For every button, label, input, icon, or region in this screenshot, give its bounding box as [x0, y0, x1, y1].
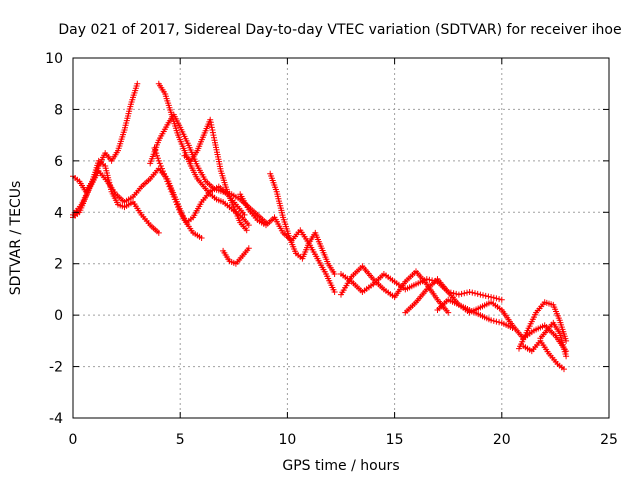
- data-point-marker: [474, 290, 481, 297]
- data-point-marker: [563, 337, 570, 344]
- series-arc-8: [220, 245, 252, 267]
- data-point-marker: [480, 292, 486, 299]
- y-tick-label: 4: [54, 205, 63, 221]
- series-arc-14: [434, 296, 570, 355]
- data-point-marker: [490, 294, 497, 301]
- data-point-marker: [445, 309, 452, 316]
- y-tick-label: 8: [54, 102, 63, 118]
- data-point-marker: [496, 296, 503, 303]
- series-arc-13: [402, 276, 516, 331]
- series-arc-15: [516, 299, 570, 352]
- data-point-marker: [466, 289, 473, 295]
- data-point-marker: [563, 353, 570, 360]
- data-point-marker: [168, 188, 175, 195]
- y-tick-label: 6: [54, 154, 63, 170]
- data-point-marker: [464, 289, 470, 296]
- data-point-marker: [331, 271, 338, 277]
- y-axis-label: SDTVAR / TECUs: [8, 181, 24, 296]
- data-point-marker: [167, 186, 174, 193]
- y-tick-labels: -4 -2 0 2 4 6 8 10: [45, 51, 63, 427]
- data-point-marker: [172, 199, 179, 205]
- x-tick-labels: 0 5 10 15 20 25: [69, 432, 618, 448]
- data-point-marker: [243, 227, 250, 234]
- plot-frame: [72, 57, 610, 419]
- x-tick-label: 10: [278, 432, 296, 448]
- y-tick-label: 2: [54, 257, 63, 273]
- x-tick-label: 25: [600, 432, 618, 448]
- data-point-marker: [245, 245, 252, 252]
- series-arc-16: [520, 337, 567, 373]
- y-tick-label: 0: [54, 308, 63, 324]
- series-arc-17: [537, 319, 570, 360]
- chart-title: Day 021 of 2017, Sidereal Day-to-day VTE…: [58, 22, 621, 38]
- data-point-marker: [157, 163, 164, 169]
- x-tick-label: 15: [386, 432, 404, 448]
- data-point-marker: [496, 319, 503, 326]
- data-point-marker: [207, 116, 214, 123]
- x-axis-label: GPS time / hours: [282, 458, 399, 474]
- x-tick-label: 20: [493, 432, 511, 448]
- series-arc-7: [181, 116, 250, 234]
- data-point-marker: [160, 168, 166, 175]
- data-point-marker: [155, 229, 162, 236]
- series-arc-10: [267, 170, 338, 277]
- data-point-marker: [477, 291, 484, 298]
- data-point-marker: [164, 178, 171, 185]
- data-point-marker: [455, 291, 462, 298]
- data-point-marker: [472, 290, 478, 297]
- data-point-marker: [488, 294, 495, 301]
- data-point-marker: [169, 191, 176, 198]
- data-point-marker: [175, 204, 182, 211]
- data-point-marker: [453, 290, 460, 297]
- x-tick-label: 5: [176, 432, 185, 448]
- data-point-marker: [561, 366, 567, 373]
- axis-ticks: [72, 57, 610, 419]
- y-tick-label: -4: [49, 411, 63, 427]
- data-point-marker: [162, 173, 169, 180]
- data-point-marker: [498, 296, 505, 303]
- data-point-marker: [210, 132, 217, 139]
- data-point-marker: [176, 206, 183, 213]
- data-point-marker: [154, 152, 160, 159]
- data-point-marker: [458, 290, 465, 297]
- data-series: [70, 80, 570, 373]
- data-point-marker: [488, 317, 495, 324]
- data-point-marker: [482, 292, 489, 299]
- data-point-marker: [493, 318, 500, 325]
- data-point-marker: [134, 80, 141, 87]
- data-point-marker: [156, 160, 163, 167]
- data-point-marker: [165, 181, 172, 187]
- data-point-marker: [331, 289, 338, 295]
- data-point-marker: [208, 124, 215, 131]
- x-tick-label: 0: [69, 432, 78, 448]
- data-point-marker: [161, 170, 168, 177]
- data-point-marker: [485, 293, 492, 300]
- data-point-marker: [493, 295, 500, 302]
- data-point-marker: [154, 155, 161, 162]
- data-point-marker: [490, 317, 497, 324]
- series-arc-11: [338, 271, 505, 303]
- y-tick-label: -2: [49, 360, 63, 376]
- data-point-marker: [461, 290, 468, 297]
- data-point-marker: [469, 289, 476, 296]
- y-tick-label: 10: [45, 51, 63, 67]
- data-point-marker: [245, 222, 252, 229]
- data-point-marker: [198, 235, 205, 241]
- data-point-marker: [171, 196, 178, 203]
- series-arc-12: [338, 263, 452, 316]
- data-point-marker: [426, 276, 433, 283]
